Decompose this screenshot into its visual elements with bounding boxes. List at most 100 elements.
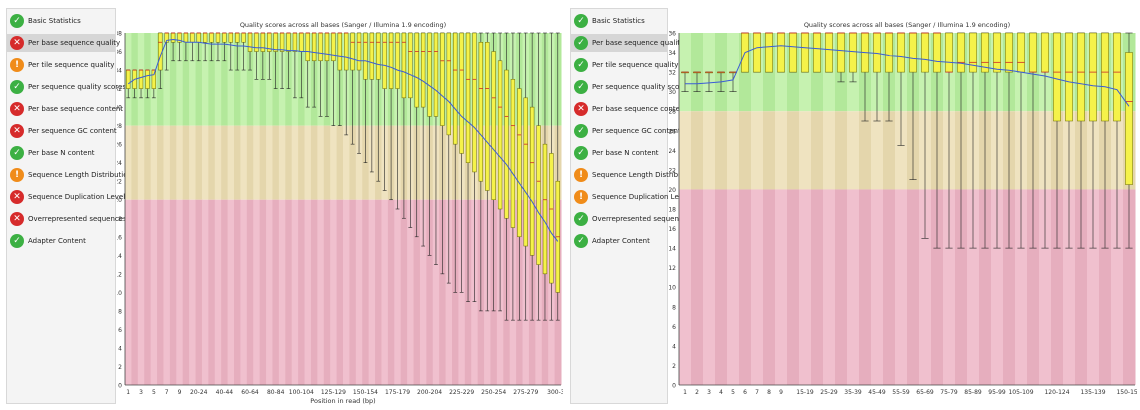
quartile-box bbox=[247, 32, 253, 52]
module-item[interactable]: ✓ Per sequence quality scores bbox=[7, 78, 126, 96]
zone-poor bbox=[266, 199, 273, 385]
quartile-box bbox=[837, 32, 845, 73]
quartile-box bbox=[344, 32, 349, 71]
module-label: Basic Statistics bbox=[28, 17, 81, 25]
quartile-box bbox=[542, 143, 548, 275]
quartile-box bbox=[388, 32, 394, 89]
quartile-box bbox=[945, 32, 953, 73]
zone-poor bbox=[227, 199, 235, 385]
module-item[interactable]: ✓ Overrepresented sequences bbox=[571, 210, 691, 228]
zone-poor bbox=[234, 199, 241, 385]
quartile-box bbox=[1101, 32, 1109, 122]
zone-poor bbox=[763, 189, 776, 385]
y-tick-label: 16 bbox=[117, 234, 122, 241]
quartile-box bbox=[933, 32, 941, 73]
quartile-box bbox=[485, 42, 490, 191]
chart-title: Quality scores across all bases (Sanger … bbox=[240, 21, 446, 29]
zone-poor bbox=[739, 189, 752, 385]
quartile-box bbox=[279, 32, 285, 52]
module-item[interactable]: ✓ Per sequence GC content bbox=[571, 122, 681, 140]
x-tick-label: 6 bbox=[743, 389, 747, 396]
check-icon: ✓ bbox=[10, 80, 24, 94]
module-item[interactable]: ! Per tile sequence quality bbox=[7, 56, 115, 74]
check-icon: ✓ bbox=[574, 36, 588, 50]
check-icon: ✓ bbox=[574, 212, 588, 226]
quartile-box bbox=[1077, 32, 1085, 122]
zone-warn bbox=[871, 111, 884, 190]
quartile-box bbox=[472, 32, 477, 173]
y-tick-label: 16 bbox=[669, 226, 676, 233]
cross-icon: ✕ bbox=[574, 102, 588, 116]
y-tick-label: 24 bbox=[117, 160, 122, 167]
check-icon: ✓ bbox=[10, 234, 24, 248]
module-item[interactable]: ✓ Per sequence quality scores bbox=[571, 78, 690, 96]
quartile-box bbox=[305, 32, 310, 62]
zone-poor bbox=[157, 199, 164, 385]
quartile-box bbox=[1053, 32, 1061, 122]
zone-warn bbox=[349, 125, 357, 200]
module-item[interactable]: ✓ Adapter Content bbox=[571, 232, 667, 250]
x-tick-label: 45-49 bbox=[868, 389, 886, 396]
zone-good bbox=[227, 33, 235, 126]
module-item[interactable]: ✓ Adapter Content bbox=[7, 232, 115, 250]
module-item[interactable]: ✕ Per base sequence content bbox=[7, 100, 123, 118]
zone-poor bbox=[907, 189, 920, 385]
zone-poor bbox=[343, 199, 350, 385]
module-item[interactable]: ! Sequence Length Distribution bbox=[7, 166, 132, 184]
x-tick-label: 7 bbox=[755, 389, 759, 396]
x-tick-label: 9 bbox=[779, 389, 783, 396]
zone-poor bbox=[137, 199, 145, 385]
module-item[interactable]: ✕ Per base sequence quality bbox=[7, 34, 120, 52]
module-item[interactable]: ✓ Per tile sequence quality bbox=[571, 56, 678, 74]
module-item[interactable]: ✓ Basic Statistics bbox=[7, 12, 115, 30]
zone-good bbox=[240, 33, 248, 126]
x-tick-label: 75-79 bbox=[940, 389, 958, 396]
zone-poor bbox=[246, 199, 254, 385]
y-tick-label: 26 bbox=[669, 128, 676, 135]
zone-poor bbox=[955, 189, 968, 385]
module-label: Adapter Content bbox=[28, 237, 86, 245]
zone-poor bbox=[407, 199, 415, 385]
module-item[interactable]: ! Sequence Duplication Levels bbox=[571, 188, 693, 206]
module-item[interactable]: ✕ Per base sequence content bbox=[571, 100, 687, 118]
x-tick-label: 150-154 bbox=[353, 389, 378, 396]
module-item[interactable]: ✕ Sequence Duplication Levels bbox=[7, 188, 129, 206]
zone-warn bbox=[240, 125, 248, 200]
x-tick-label: 105-109 bbox=[1008, 389, 1033, 396]
zone-poor bbox=[859, 189, 872, 385]
quartile-box bbox=[1017, 32, 1025, 73]
zone-poor bbox=[823, 189, 836, 385]
y-tick-label: 24 bbox=[669, 148, 676, 155]
zone-warn bbox=[176, 125, 184, 200]
zone-poor bbox=[163, 199, 171, 385]
module-item[interactable]: ✓ Per base N content bbox=[7, 144, 115, 162]
zone-warn bbox=[799, 111, 812, 190]
x-tick-label: 200-204 bbox=[417, 389, 442, 396]
zone-poor bbox=[176, 199, 184, 385]
zone-good bbox=[234, 33, 241, 126]
module-label: Per base sequence content bbox=[28, 105, 124, 113]
quartile-box bbox=[318, 32, 323, 62]
zone-warn bbox=[763, 111, 776, 190]
quartile-box bbox=[241, 32, 246, 43]
module-item[interactable]: ✓ Basic Statistics bbox=[571, 12, 667, 30]
x-tick-label: 65-69 bbox=[916, 389, 934, 396]
module-item[interactable]: ✕ Per sequence GC content bbox=[7, 122, 117, 140]
module-label: Overrepresented sequences bbox=[28, 215, 127, 223]
module-item[interactable]: ✕ Overrepresented sequences bbox=[7, 210, 127, 228]
x-tick-label: 9 bbox=[178, 389, 182, 396]
zone-poor bbox=[835, 189, 848, 385]
module-item[interactable]: ✓ Per base N content bbox=[571, 144, 667, 162]
quartile-box bbox=[478, 42, 484, 182]
module-label: Per base sequence content bbox=[592, 105, 688, 113]
x-tick-label: 5 bbox=[731, 389, 735, 396]
module-item[interactable]: ! Sequence Length Distribution bbox=[571, 166, 696, 184]
zone-poor bbox=[182, 199, 190, 385]
quartile-box bbox=[433, 32, 439, 117]
module-item[interactable]: ✓ Per base sequence quality bbox=[571, 34, 684, 52]
x-tick-label: 250-254 bbox=[481, 389, 506, 396]
y-tick-label: 0 bbox=[672, 383, 676, 390]
zone-poor bbox=[336, 199, 344, 385]
check-icon: ✓ bbox=[10, 14, 24, 28]
zone-poor bbox=[1075, 189, 1088, 385]
